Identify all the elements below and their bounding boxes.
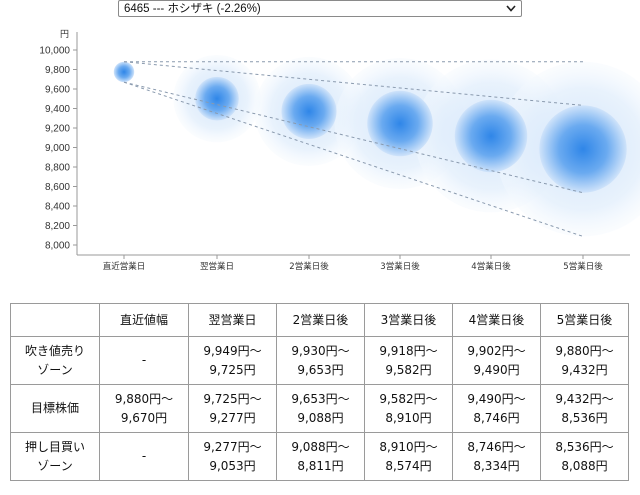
table-cell: 9,582円〜 8,910円 [364, 384, 453, 433]
target-price-bubble [539, 105, 627, 193]
target-price-bubble [367, 90, 433, 157]
forecast-table: 直近値幅 翌営業日 2営業日後 3営業日後 4営業日後 5営業日後 吹き値売りゾ… [10, 303, 629, 481]
target-price-bubble [113, 61, 135, 83]
table-cell: 8,536円〜 8,088円 [540, 432, 629, 481]
table-header-cell: 直近値幅 [99, 303, 189, 337]
y-tick-label: 9,000 [45, 143, 70, 154]
upper-target-line [123, 61, 584, 106]
table-cell: 9,930円〜 9,653円 [276, 336, 365, 385]
y-tick-label: 8,800 [45, 163, 70, 174]
table-cell: 9,918円〜 9,582円 [364, 336, 453, 385]
row-label: 吹き値売り ゾーン [10, 336, 100, 385]
table-row-sell-zone: 吹き値売り ゾーン - 9,949円〜 9,725円 9,930円〜 9,653円 9… [10, 336, 629, 385]
table-cell: 9,902円〜 9,490円 [452, 336, 541, 385]
stock-select-value: 6465 --- ホシザキ (-2.26%) [124, 3, 261, 15]
table-cell: 9,088円〜 8,811円 [276, 432, 365, 481]
row-label: 押し目買い ゾーン [10, 432, 100, 481]
x-tick-label: 翌営業日 [200, 261, 234, 272]
table-cell: 8,746円〜 8,334円 [452, 432, 541, 481]
x-tick-label: 4営業日後 [471, 261, 511, 272]
table-cell: 9,880円〜 9,432円 [540, 336, 629, 385]
table-header-cell: 3営業日後 [364, 303, 453, 337]
target-price-bubble [281, 83, 337, 139]
table-cell: 9,653円〜 9,088円 [276, 384, 365, 433]
table-row-target-price: 目標株価 9,880円〜 9,670円 9,725円〜 9,277円 9,653円〜… [10, 384, 629, 433]
table-header-cell: 翌営業日 [188, 303, 277, 337]
table-cell: 8,910円〜 8,574円 [364, 432, 453, 481]
lower-target-line [123, 81, 584, 194]
price-forecast-chart: 円 10,000 9,800 9,600 9,400 9,200 9,000 8,800 8,6… [39, 29, 640, 272]
row-label: 目標株価 [10, 384, 100, 433]
table-cell: - [99, 432, 189, 481]
chevron-down-icon [506, 5, 516, 12]
table-header-row: 直近値幅 翌営業日 2営業日後 3営業日後 4営業日後 5営業日後 [10, 303, 629, 337]
table-cell: 9,490円〜 8,746円 [452, 384, 541, 433]
x-tick-label: 直近営業日 [103, 261, 146, 272]
table-cell: 9,277円〜 9,053円 [188, 432, 277, 481]
y-unit-label: 円 [60, 29, 69, 39]
table-row-buy-zone: 押し目買い ゾーン - 9,277円〜 9,053円 9,088円〜 8,811円 8… [10, 432, 629, 481]
table-cell: 9,725円〜 9,277円 [188, 384, 277, 433]
table-header-cell [10, 303, 100, 337]
y-tick-label: 9,800 [45, 65, 70, 76]
table-header-cell: 4営業日後 [452, 303, 541, 337]
y-tick-label: 8,000 [45, 241, 70, 252]
table-cell: 9,880円〜 9,670円 [99, 384, 189, 433]
y-tick-label: 10,000 [39, 46, 70, 57]
y-tick-label: 8,400 [45, 202, 70, 213]
table-header-cell: 2営業日後 [276, 303, 365, 337]
y-tick-label: 8,600 [45, 182, 70, 193]
y-tick-label: 9,600 [45, 85, 70, 96]
table-cell: 9,949円〜 9,725円 [188, 336, 277, 385]
x-tick-label: 3営業日後 [380, 261, 420, 272]
y-tick-label: 9,400 [45, 104, 70, 115]
y-tick-label: 9,200 [45, 124, 70, 135]
table-cell: 9,432円〜 8,536円 [540, 384, 629, 433]
table-cell: - [99, 336, 189, 385]
stock-select[interactable]: 6465 --- ホシザキ (-2.26%) [118, 0, 522, 17]
x-tick-label: 5営業日後 [563, 261, 603, 272]
x-tick-label: 2営業日後 [289, 261, 329, 272]
target-price-bubble [454, 99, 528, 173]
y-tick-label: 8,200 [45, 221, 70, 232]
table-header-cell: 5営業日後 [540, 303, 629, 337]
lower-zone-line [123, 81, 584, 237]
